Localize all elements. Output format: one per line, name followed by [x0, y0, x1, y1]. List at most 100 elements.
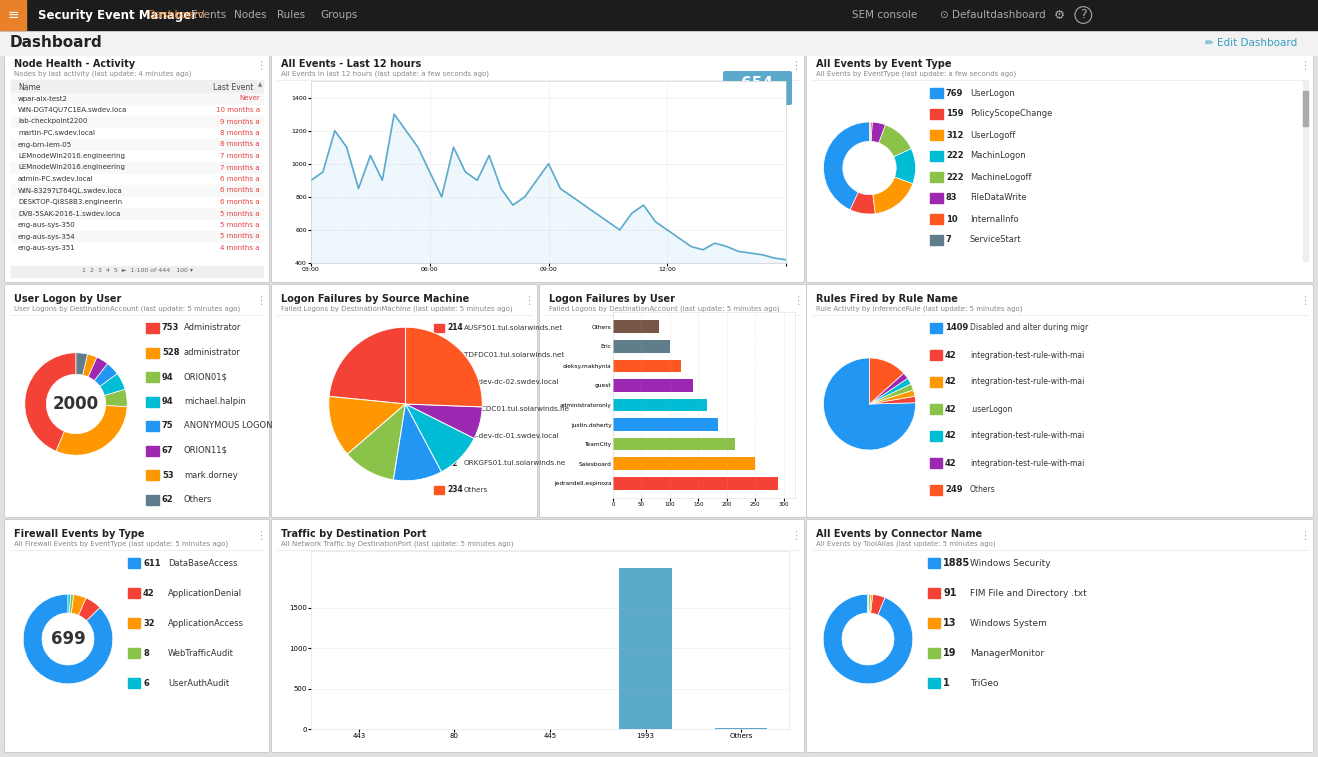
- Text: 222: 222: [946, 173, 963, 182]
- Bar: [931, 130, 942, 140]
- Text: 9 months a: 9 months a: [220, 119, 260, 124]
- Text: ⋮: ⋮: [1300, 296, 1310, 306]
- Wedge shape: [76, 353, 87, 375]
- Text: 1  2  3  4  5  ►  1-100 of 444   100 ▾: 1 2 3 4 5 ► 1-100 of 444 100 ▾: [82, 269, 192, 273]
- Text: 94: 94: [162, 372, 174, 382]
- Text: 7 months a: 7 months a: [220, 164, 260, 170]
- Bar: [1304, 91, 1307, 126]
- Text: eng-aus-sys-354: eng-aus-sys-354: [18, 233, 75, 239]
- Wedge shape: [69, 594, 70, 613]
- Bar: [613, 438, 735, 450]
- Wedge shape: [24, 594, 113, 684]
- Text: Nodes by last activity (last update: 4 minutes ago): Nodes by last activity (last update: 4 m…: [14, 70, 191, 77]
- Bar: [146, 372, 159, 382]
- Text: eng-brn-lem-05: eng-brn-lem-05: [18, 142, 72, 148]
- Text: 42: 42: [945, 431, 957, 441]
- Text: 222: 222: [946, 151, 963, 160]
- Wedge shape: [870, 384, 913, 404]
- Bar: [931, 431, 942, 441]
- Text: Rule Activity by InferenceRule (last update: 5 minutes ago): Rule Activity by InferenceRule (last upd…: [816, 306, 1023, 312]
- Bar: [0, 0, 26, 30]
- Text: Disabled and alter during migr: Disabled and alter during migr: [970, 323, 1089, 332]
- Text: All Events - Last 12 hours: All Events - Last 12 hours: [281, 59, 422, 69]
- FancyBboxPatch shape: [807, 519, 1314, 752]
- Text: All Events in last 12 hours (last update: a few seconds ago): All Events in last 12 hours (last update…: [281, 70, 489, 77]
- Bar: [11, 139, 264, 150]
- Text: ⋮: ⋮: [792, 296, 804, 306]
- Bar: [146, 397, 159, 407]
- Text: 42: 42: [945, 459, 957, 468]
- Text: All Events by Event Type: All Events by Event Type: [816, 59, 952, 69]
- FancyBboxPatch shape: [4, 49, 269, 282]
- Bar: [619, 568, 672, 729]
- Text: Traffic by Destination Port: Traffic by Destination Port: [281, 529, 427, 539]
- Text: integration-test-rule-with-mai: integration-test-rule-with-mai: [970, 350, 1085, 360]
- Bar: [146, 470, 159, 480]
- Text: 42: 42: [945, 404, 957, 413]
- Text: ApplicationAccess: ApplicationAccess: [167, 618, 244, 628]
- Text: SEM console: SEM console: [851, 10, 917, 20]
- Text: 234: 234: [447, 485, 463, 494]
- Text: Rules: Rules: [277, 10, 306, 20]
- Text: ⚙: ⚙: [1054, 8, 1065, 21]
- Bar: [613, 477, 778, 490]
- Text: 699: 699: [50, 630, 86, 648]
- Bar: [931, 151, 942, 161]
- Bar: [146, 446, 159, 456]
- Text: ⋮: ⋮: [256, 531, 266, 541]
- Text: ⋮: ⋮: [256, 61, 266, 71]
- Text: ⋮: ⋮: [1300, 531, 1310, 541]
- Text: 62: 62: [162, 495, 174, 504]
- Bar: [11, 266, 264, 277]
- FancyBboxPatch shape: [4, 285, 269, 518]
- Bar: [11, 231, 264, 242]
- Text: UserLogon: UserLogon: [970, 89, 1015, 98]
- Wedge shape: [824, 122, 870, 210]
- Text: Failed Logons by DestinationMachine (last update: 5 minutes ago): Failed Logons by DestinationMachine (las…: [281, 306, 513, 312]
- Bar: [11, 151, 264, 161]
- Wedge shape: [870, 122, 873, 142]
- Text: 19: 19: [942, 648, 957, 658]
- Text: WIN-DGT4QU7C1EA.swdev.loca: WIN-DGT4QU7C1EA.swdev.loca: [18, 107, 128, 113]
- Text: 32: 32: [142, 618, 154, 628]
- Bar: [128, 588, 140, 598]
- Text: Dashboard: Dashboard: [148, 10, 204, 20]
- Text: PolicyScopeChange: PolicyScopeChange: [970, 110, 1052, 119]
- Text: Windows Security: Windows Security: [970, 559, 1050, 568]
- Bar: [931, 485, 942, 495]
- Bar: [931, 404, 942, 414]
- Bar: [931, 323, 942, 333]
- Text: WIN-83297LT64QL.swdev.loca: WIN-83297LT64QL.swdev.loca: [18, 188, 123, 194]
- Text: administrator: administrator: [185, 348, 241, 357]
- Bar: [11, 116, 264, 127]
- Bar: [0, 0, 1318, 30]
- Bar: [128, 678, 140, 688]
- Text: Others: Others: [464, 487, 488, 493]
- Text: 2000: 2000: [53, 395, 99, 413]
- Text: 7 months a: 7 months a: [220, 153, 260, 159]
- Text: UserLogoff: UserLogoff: [970, 130, 1015, 139]
- Bar: [613, 418, 718, 431]
- Text: FileDataWrite: FileDataWrite: [970, 194, 1027, 203]
- Text: ⋮: ⋮: [256, 296, 266, 306]
- Text: 118: 118: [447, 350, 463, 360]
- Text: 53: 53: [162, 471, 174, 479]
- Text: TDFDC01.tul.solarwinds.net: TDFDC01.tul.solarwinds.net: [464, 352, 564, 358]
- Text: Others: Others: [970, 485, 996, 494]
- Text: 102: 102: [447, 378, 463, 387]
- Text: integration-test-rule-with-mai: integration-test-rule-with-mai: [970, 431, 1085, 441]
- Bar: [613, 399, 706, 411]
- Bar: [11, 173, 264, 185]
- Text: MANCDC01.tul.solarwinds.ne: MANCDC01.tul.solarwinds.ne: [464, 406, 569, 412]
- Wedge shape: [870, 390, 915, 404]
- Text: Rules Fired by Rule Name: Rules Fired by Rule Name: [816, 294, 958, 304]
- Text: .userLogon: .userLogon: [970, 404, 1012, 413]
- Bar: [11, 104, 264, 116]
- Text: ORION01$: ORION01$: [185, 372, 228, 382]
- Text: 4 months a: 4 months a: [220, 245, 260, 251]
- Bar: [613, 320, 659, 333]
- Bar: [434, 324, 444, 332]
- Text: ?: ?: [1079, 8, 1086, 21]
- Wedge shape: [406, 404, 474, 472]
- Text: All Events by ToolAlias (last update: 5 minutes ago): All Events by ToolAlias (last update: 5 …: [816, 540, 995, 547]
